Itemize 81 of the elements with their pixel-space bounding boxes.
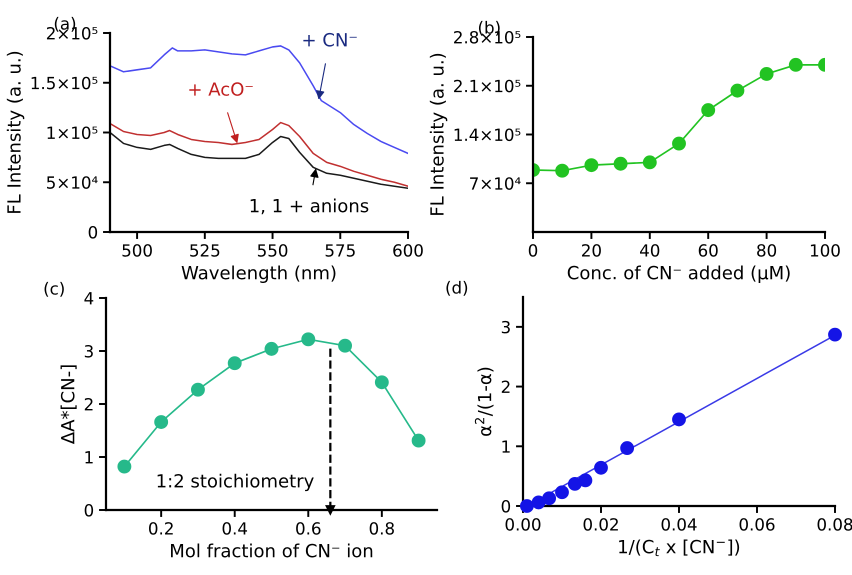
annotation: + CN⁻ bbox=[303, 32, 357, 47]
point bbox=[614, 156, 628, 171]
y-tick-label: 3 bbox=[502, 320, 510, 334]
point bbox=[788, 58, 803, 72]
point bbox=[338, 338, 352, 353]
point bbox=[701, 103, 716, 118]
chart-title: (c) bbox=[44, 282, 64, 297]
x-tick-label: 0.8 bbox=[370, 522, 394, 535]
x-axis-title: Conc. of CN⁻ added (μM) bbox=[568, 265, 790, 283]
point bbox=[578, 473, 592, 488]
x-tick-label: 0.00 bbox=[506, 518, 540, 531]
point bbox=[584, 158, 598, 172]
x-tick-label: 500 bbox=[122, 244, 152, 257]
y-tick-label: 2 bbox=[502, 380, 510, 393]
point bbox=[520, 499, 534, 513]
y-axis-title: FL Intensity (a. u.) bbox=[430, 54, 448, 215]
y-tick-label: 2.1×10⁵ bbox=[454, 80, 520, 92]
line-series bbox=[110, 45, 408, 154]
x-tick-label: 600 bbox=[393, 244, 423, 257]
point bbox=[672, 136, 686, 150]
point bbox=[642, 155, 657, 170]
x-tick-label: 0.4 bbox=[222, 522, 248, 535]
point bbox=[620, 441, 634, 455]
x-tick-label: 80 bbox=[757, 244, 776, 257]
x-tick-label: 0.06 bbox=[740, 518, 775, 531]
y-tick-label: 1×10⁵ bbox=[48, 126, 98, 140]
y-axis-title: ΔA*[CN-] bbox=[60, 365, 77, 444]
x-axis-title: Wavelength (nm) bbox=[182, 265, 336, 283]
x-tick-label: 60 bbox=[698, 244, 718, 257]
line-series bbox=[110, 132, 408, 189]
point bbox=[228, 356, 242, 370]
point bbox=[555, 485, 569, 500]
point bbox=[412, 434, 426, 448]
point bbox=[191, 382, 205, 397]
point bbox=[154, 415, 168, 429]
point bbox=[594, 460, 608, 475]
x-tick-label: 100 bbox=[810, 244, 840, 257]
y-tick-label: 1.5×10⁵ bbox=[32, 76, 98, 90]
point bbox=[760, 66, 774, 81]
point bbox=[532, 496, 546, 510]
point bbox=[117, 460, 132, 474]
y-tick-label: 1 bbox=[85, 451, 93, 464]
annotation: 1:2 stoichiometry bbox=[158, 474, 314, 492]
point bbox=[542, 491, 556, 506]
x-tick-label: 550 bbox=[258, 244, 288, 257]
x-tick-label: 40 bbox=[640, 244, 660, 257]
point bbox=[672, 412, 686, 426]
y-tick-label: 7×10⁴ bbox=[470, 177, 521, 190]
y-tick-label: 0 bbox=[88, 226, 98, 239]
y-tick-label: 0 bbox=[84, 504, 94, 517]
annotation: 1, 1 + anions bbox=[250, 198, 368, 214]
annotation: + AcO⁻ bbox=[189, 82, 253, 96]
chart-title: (d) bbox=[446, 280, 468, 296]
x-tick-label: 0.08 bbox=[818, 518, 852, 531]
y-tick-label: 1 bbox=[502, 440, 510, 453]
point bbox=[828, 328, 842, 342]
y-tick-label: 2 bbox=[84, 398, 93, 410]
point bbox=[730, 84, 744, 98]
point bbox=[374, 375, 389, 390]
x-axis-title: 1/(C$_{t}$ x [CN$^{−}$]) bbox=[619, 539, 740, 556]
x-tick-label: 0.2 bbox=[149, 522, 173, 535]
point bbox=[555, 164, 570, 178]
x-axis-title: Mol fraction of CN⁻ ion bbox=[171, 543, 372, 558]
x-tick-label: 0.6 bbox=[296, 522, 320, 535]
y-tick-label: 1.4×10⁵ bbox=[454, 128, 520, 142]
x-tick-label: 0.04 bbox=[662, 518, 697, 531]
y-tick-label: 4 bbox=[84, 292, 94, 304]
point bbox=[301, 332, 316, 346]
x-tick-label: 0.02 bbox=[584, 518, 618, 531]
point bbox=[264, 342, 278, 356]
line-series bbox=[110, 122, 408, 187]
point bbox=[568, 477, 582, 491]
y-tick-label: 3 bbox=[84, 344, 93, 358]
y-axis-title: α$^{2}$/(1-α) bbox=[474, 368, 494, 436]
x-tick-label: 575 bbox=[326, 244, 355, 257]
y-tick-label: 0 bbox=[502, 500, 510, 513]
x-tick-label: 20 bbox=[582, 244, 601, 257]
x-tick-label: 0 bbox=[528, 244, 538, 257]
y-axis-title: FL Intensity (a. u.) bbox=[6, 52, 24, 213]
y-tick-label: 5×10⁴ bbox=[47, 176, 98, 189]
x-tick-label: 525 bbox=[190, 244, 220, 257]
